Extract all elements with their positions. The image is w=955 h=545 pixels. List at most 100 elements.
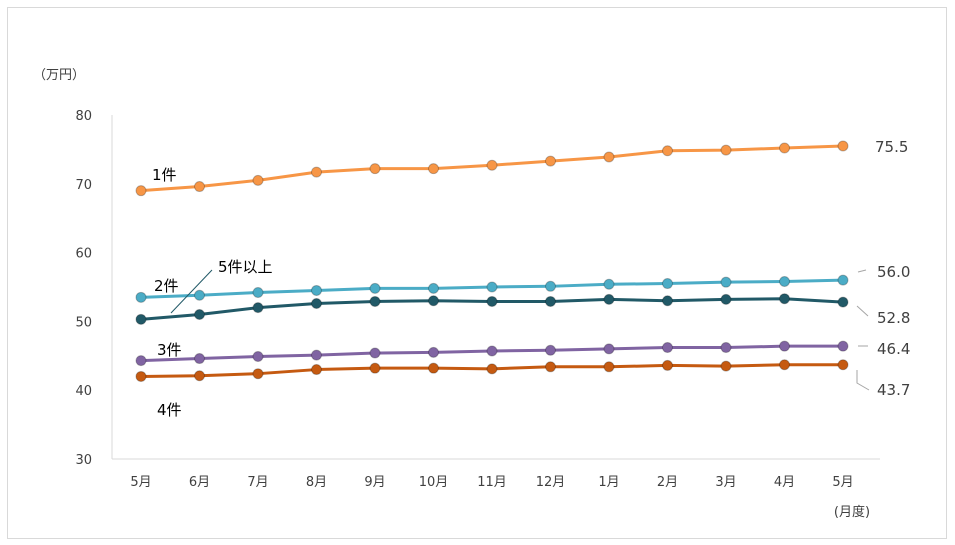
series-4 (135, 359, 849, 382)
data-label: 43.7 (877, 381, 910, 399)
data-point (311, 298, 322, 310)
series-layer (135, 140, 849, 382)
x-tick-label: 9月 (364, 475, 385, 490)
data-point (662, 359, 673, 371)
data-point (720, 293, 732, 305)
data-point (194, 370, 205, 382)
data-label-leader (857, 269, 867, 273)
data-point (720, 276, 732, 288)
data-point (545, 280, 556, 292)
data-point (837, 140, 849, 152)
data-point (252, 302, 264, 314)
data-point (603, 278, 615, 290)
data-point (837, 274, 849, 286)
data-point (779, 275, 790, 287)
x-tick-label: 7月 (247, 475, 268, 490)
y-axis-unit: （万円） (33, 68, 85, 83)
data-point (720, 144, 732, 156)
data-point (369, 282, 381, 294)
data-point (311, 349, 322, 361)
x-tick-label: 5月 (832, 475, 853, 490)
data-label: 75.5 (875, 138, 908, 156)
data-point (369, 295, 381, 307)
data-point (428, 362, 439, 374)
data-point (486, 281, 498, 293)
data-point (369, 362, 381, 374)
data-point (603, 343, 615, 355)
label-leader-line (170, 269, 213, 314)
data-point (486, 295, 498, 307)
x-tick-label: 8月 (306, 475, 327, 490)
x-tick-label: 5月 (130, 475, 151, 490)
data-point (252, 368, 264, 380)
data-label: 46.4 (877, 340, 910, 358)
y-tick-label: 30 (75, 453, 92, 468)
data-point (720, 360, 732, 372)
data-point (545, 155, 556, 167)
series-name-label: 5件以上 (218, 258, 273, 276)
data-point (135, 355, 147, 367)
data-label-leader (856, 370, 870, 391)
x-tick-label: 2月 (657, 475, 678, 490)
series-name-label: 2件 (154, 277, 179, 295)
data-point (662, 342, 673, 354)
data-point (545, 361, 556, 373)
data-label-leader (856, 305, 869, 317)
data-point (428, 282, 439, 294)
x-tick-label: 4月 (774, 475, 795, 490)
data-point (662, 295, 673, 307)
data-point (486, 345, 498, 357)
data-point (135, 370, 147, 382)
series-name-label: 1件 (152, 166, 177, 184)
data-point (720, 342, 732, 354)
y-tick-label: 60 (75, 247, 92, 262)
data-point (779, 142, 790, 154)
y-tick-label: 80 (75, 109, 92, 124)
data-point (428, 295, 439, 307)
y-tick-labels: 30 40 50 60 70 80 (75, 109, 92, 468)
data-point (603, 151, 615, 163)
labels-layer: 1件 75.5 2件 56.0 5件以上 52.8 3件 46.4 4件 43.7 (152, 138, 910, 419)
data-label: 52.8 (877, 309, 910, 327)
data-point (486, 363, 498, 375)
data-point (135, 185, 147, 197)
series-3 (135, 340, 849, 367)
data-point (311, 364, 322, 376)
chart-frame (7, 7, 947, 539)
x-axis-unit: (月度) (834, 504, 870, 520)
data-point (779, 293, 790, 305)
series-1 (135, 274, 849, 303)
x-tick-label: 1月 (598, 475, 619, 490)
data-point (428, 163, 439, 175)
data-point (135, 291, 147, 303)
data-point (837, 296, 849, 308)
data-point (837, 340, 849, 352)
data-point (428, 346, 439, 358)
data-point (603, 361, 615, 373)
data-point (369, 163, 381, 175)
y-tick-label: 40 (75, 384, 92, 399)
x-tick-label: 6月 (189, 475, 210, 490)
data-point (545, 295, 556, 307)
data-point (252, 350, 264, 362)
data-point (662, 278, 673, 290)
data-point (252, 287, 264, 299)
data-point (779, 359, 790, 371)
x-tick-label: 3月 (715, 475, 736, 490)
data-point (194, 289, 205, 301)
data-point (369, 347, 381, 359)
data-point (311, 166, 322, 178)
data-point (252, 174, 264, 186)
x-tick-label: 10月 (419, 475, 449, 490)
data-point (662, 145, 673, 157)
series-2 (135, 293, 849, 325)
data-point (545, 344, 556, 356)
x-tick-label: 11月 (477, 475, 507, 490)
data-point (135, 313, 147, 325)
data-point (837, 359, 849, 371)
y-tick-label: 70 (75, 178, 92, 193)
y-tick-label: 50 (75, 315, 92, 330)
data-point (194, 181, 205, 193)
x-tick-labels: 5月 6月 7月 8月 9月 10月 11月 12月 1月 2月 3月 4月 5月 (130, 475, 853, 490)
